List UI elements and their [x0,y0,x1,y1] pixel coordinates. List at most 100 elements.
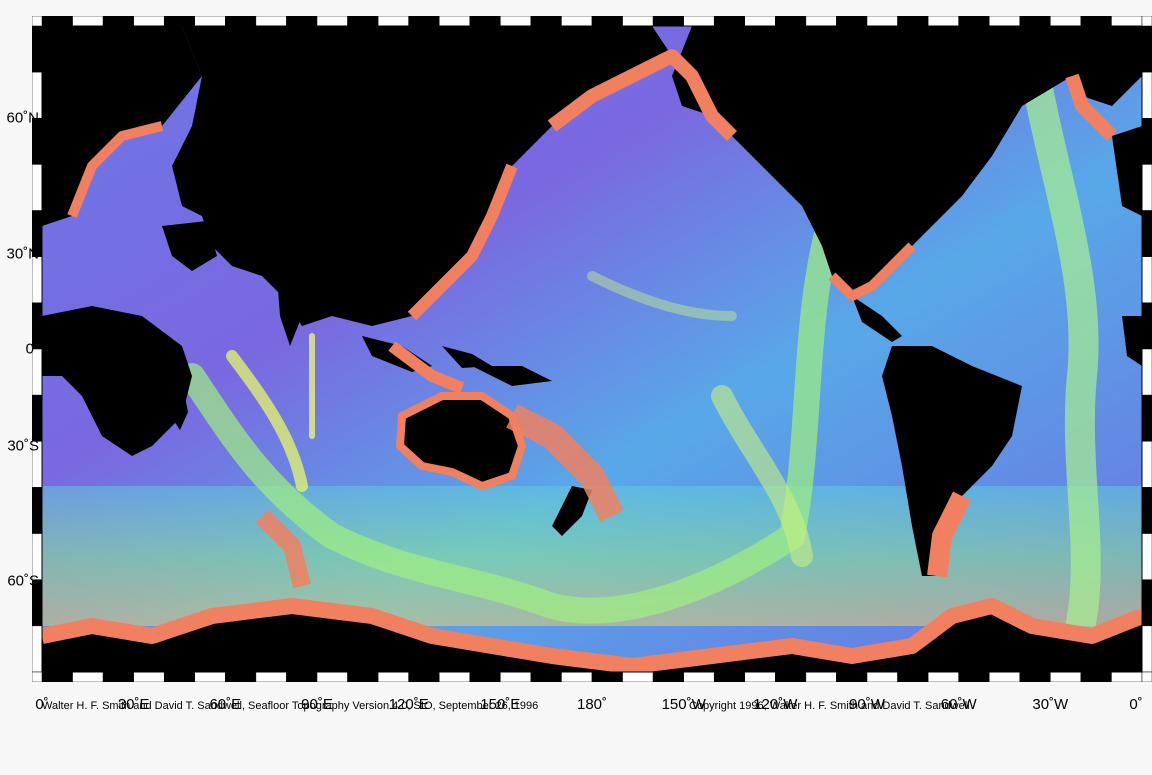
lon-label-180: 180˚ [576,696,608,713]
frame-bottom-segment [347,671,379,682]
frame-top-segment [72,16,104,27]
frame-left-segment [32,487,43,534]
lon-label-0-east: 0˚ [1129,696,1143,713]
frame-right-segment [1141,118,1152,165]
lat-label-60s: 60˚S [7,572,39,590]
frame-bottom-segment [836,671,868,682]
frame-bottom-segment [408,671,440,682]
frame-left-segment [32,256,43,304]
frame-bottom-segment [652,671,684,682]
lat-label-30n: 30˚N [6,245,39,263]
lon-label-120e: 120˚E [388,696,429,713]
frame-top-segment [500,16,532,27]
frame-bottom-segment [163,671,196,682]
lon-label-60e: 60˚E [209,696,242,713]
frame-bottom-segment [927,671,959,682]
frame-top-segment [1080,16,1112,27]
frame-top-segment [377,16,409,27]
frame-corner [32,671,43,682]
frame-bottom-segment [744,671,776,682]
frame-bottom-segment [102,671,134,682]
frame-bottom-segment [469,671,501,682]
frame-top-segment [744,16,776,27]
frame-right-segment [1141,25,1152,73]
lat-label-equator: 0˚ [25,340,39,358]
continents [42,26,1142,672]
frame-left-segment [32,394,43,442]
frame-left-segment [32,164,43,211]
frame-bottom-segment [988,671,1021,682]
frame-right-segment [1141,487,1152,534]
frame-left-segment [32,625,43,673]
frame-bottom-segment [591,671,623,682]
frame-top-segment [530,16,562,27]
frame-top-segment [102,16,134,27]
frame-top-segment [316,16,348,27]
lon-label-120w: 120˚W [753,696,798,713]
frame-top-segment [866,16,898,27]
frame-top-segment [1019,16,1051,27]
frame-bottom-segment [530,671,562,682]
frame-bottom-segment [1080,671,1112,682]
frame-top-segment [163,16,196,27]
frame-corner [1141,671,1152,682]
frame-corner [32,16,43,27]
lon-label-150e: 150˚E [480,696,521,713]
frame-right-segment [1141,394,1152,442]
frame-top-segment [225,16,257,27]
frame-bottom-segment [713,671,746,682]
frame-top-segment [775,16,807,27]
lon-label-60w: 60˚W [940,696,977,713]
frame-top-segment [652,16,684,27]
lon-label-0: 0˚ [35,696,49,713]
frame-bottom-segment [897,671,929,682]
frame-bottom-segment [225,671,257,682]
frame-top-segment [713,16,746,27]
frame-bottom-segment [438,671,471,682]
lon-label-30w: 30˚W [1032,696,1069,713]
frame-top-segment [469,16,501,27]
map-frame-outline [41,25,1143,673]
frame-top-segment [988,16,1021,27]
frame-bottom-segment [41,671,73,682]
frame-top-segment [591,16,623,27]
frame-top-segment [1050,16,1082,27]
frame-right-segment [1141,256,1152,304]
frame-bottom-segment [561,671,593,682]
frame-left-segment [32,25,43,73]
frame-right-segment [1141,533,1152,580]
frame-top-segment [561,16,593,27]
credit-copyright: Copyright 1996, Walter H. F. Smith and D… [689,700,970,712]
frame-bottom-segment [72,671,104,682]
frame-bottom-segment [683,671,715,682]
frame-bottom-segment [316,671,348,682]
frame-top-segment [836,16,868,27]
frame-right-segment [1141,210,1152,257]
frame-right-segment [1141,164,1152,211]
lat-label-60n: 60˚N [6,109,39,127]
frame-bottom-segment [805,671,837,682]
lon-label-90w: 90˚W [849,696,885,713]
lon-label-90e: 90˚E [301,696,333,713]
continental-shelves [40,49,1145,674]
frame-top-segment [194,16,226,27]
frame-bottom-segment [133,671,165,682]
frame-top-segment [805,16,837,27]
frame-right-segment [1141,579,1152,627]
frame-top-segment [622,16,654,27]
lon-label-150w: 150˚W [661,696,706,713]
frame-top-segment [897,16,929,27]
frame-right-segment [1141,71,1152,119]
frame-bottom-segment [1050,671,1082,682]
lat-label-30s: 30˚S [7,437,39,455]
frame-corner [1141,16,1152,27]
frame-bottom-segment [255,671,287,682]
frame-right-segment [1141,441,1152,488]
frame-top-segment [133,16,165,27]
frame-top-segment [41,16,73,27]
frame-bottom-segment [1111,671,1143,682]
mid-ocean-ridges [179,41,1101,671]
frame-top-segment [683,16,715,27]
credit-authors: Walter H. F. Smith and David T. Sandwell… [42,700,539,712]
frame-top-segment [286,16,318,27]
